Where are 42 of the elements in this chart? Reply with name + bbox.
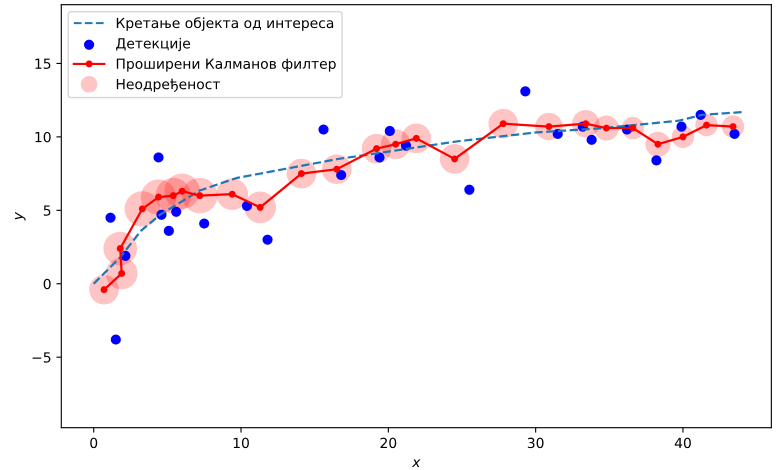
point bbox=[196, 192, 204, 200]
x-tick-label: 10 bbox=[234, 438, 249, 448]
point bbox=[178, 188, 186, 195]
point bbox=[164, 226, 174, 236]
legend-label: Проширени Калманов филтер bbox=[116, 58, 336, 72]
point bbox=[384, 126, 395, 136]
point bbox=[228, 190, 236, 198]
x-tick-label: 40 bbox=[674, 438, 691, 448]
point bbox=[105, 212, 116, 223]
point bbox=[118, 270, 126, 277]
legend-label: Кретање објекта од интереса bbox=[116, 17, 334, 31]
point bbox=[153, 152, 164, 163]
y-tick-label: 10 bbox=[35, 132, 51, 142]
point bbox=[586, 134, 597, 145]
point bbox=[262, 234, 273, 245]
x-tick-label: 20 bbox=[380, 438, 396, 448]
point bbox=[110, 334, 121, 345]
point bbox=[138, 205, 146, 212]
point bbox=[199, 218, 210, 229]
x-axis-title: x bbox=[412, 459, 421, 467]
point bbox=[155, 194, 162, 201]
point bbox=[318, 124, 329, 135]
point bbox=[676, 122, 687, 132]
point bbox=[520, 86, 530, 96]
point bbox=[374, 152, 385, 163]
legend-label: Неодређеност bbox=[116, 78, 220, 92]
x-tick-label: 30 bbox=[528, 438, 544, 448]
point bbox=[116, 245, 124, 252]
legend-label: Детекције bbox=[116, 38, 190, 52]
y-tick-label: 5 bbox=[44, 205, 50, 216]
point bbox=[171, 206, 182, 217]
point bbox=[729, 128, 740, 140]
y-tick-label: 0 bbox=[44, 278, 51, 290]
point bbox=[464, 184, 474, 195]
y-tick-label: −5 bbox=[32, 352, 50, 363]
y-tick-label: 15 bbox=[35, 58, 50, 69]
point bbox=[170, 192, 177, 200]
x-tick-label: 0 bbox=[90, 438, 98, 448]
point bbox=[336, 170, 346, 180]
point bbox=[651, 155, 662, 166]
point bbox=[256, 204, 264, 211]
y-axis-title: y bbox=[15, 212, 26, 221]
